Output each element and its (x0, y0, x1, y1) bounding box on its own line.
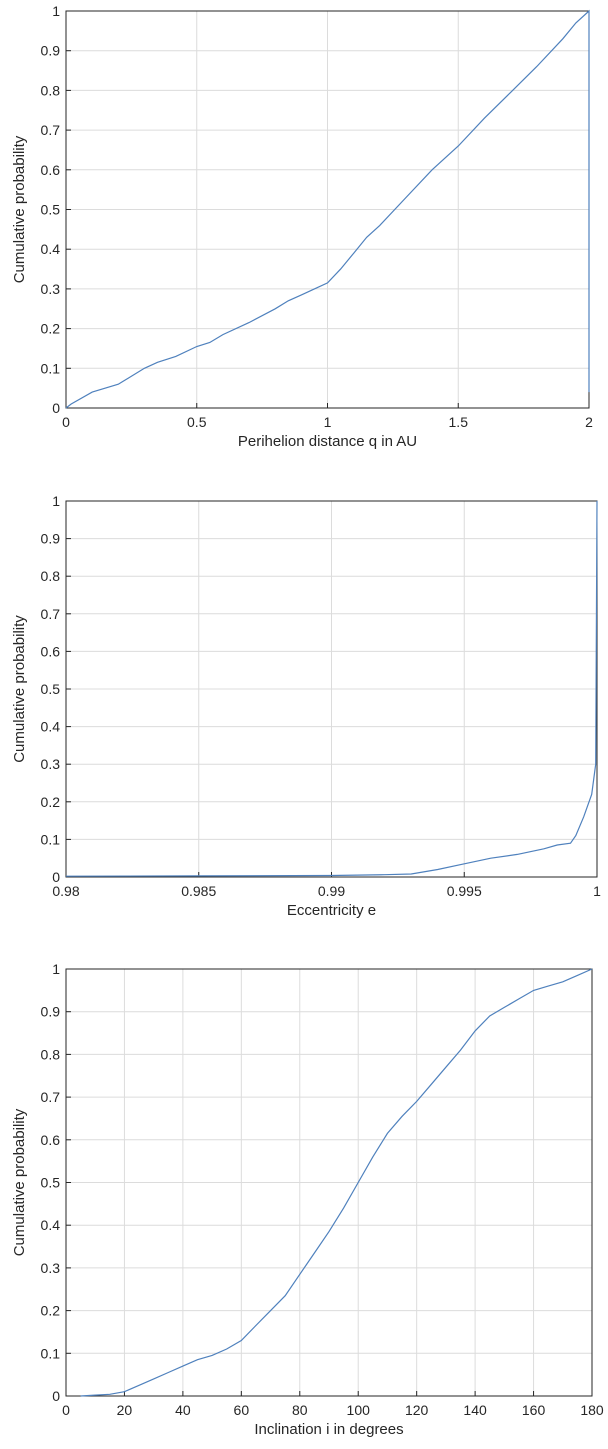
chart-2-ytick-label: 1 (52, 961, 60, 977)
chart-2-xtick-label: 180 (580, 1402, 604, 1418)
chart-2-xtick-label: 80 (292, 1402, 308, 1418)
chart-1-grid (65, 500, 598, 878)
chart-perihelion-distance: Perihelion distance q in AU Cumulative p… (11, 3, 593, 450)
chart-2-xtick-label: 40 (175, 1402, 191, 1418)
chart-2-ytick-label: 0.9 (41, 1004, 61, 1020)
chart-0-ytick-label: 0.4 (41, 241, 61, 257)
chart-0-ytick-label: 1 (52, 3, 60, 19)
chart-1-series-line (65, 500, 598, 877)
chart-0-ytick-label: 0.8 (41, 82, 61, 98)
chart-1-ylabel: Cumulative probability (11, 615, 28, 763)
chart-1-ytick-label: 0.2 (41, 794, 61, 810)
chart-2-xtick-label: 60 (234, 1402, 250, 1418)
chart-2-ytick-label: 0.4 (41, 1217, 61, 1233)
chart-0-ytick-label: 0.7 (41, 122, 61, 138)
chart-eccentricity: Eccentricity e Cumulative probability 0.… (11, 493, 601, 919)
chart-0-xtick-label: 1.5 (449, 414, 469, 430)
chart-2-grid (65, 968, 593, 1397)
chart-2-xlabel: Inclination i in degrees (254, 1421, 403, 1438)
chart-1-ytick-label: 0.7 (41, 606, 61, 622)
chart-0-xtick-label: 2 (585, 414, 593, 430)
chart-inclination: Inclination i in degrees Cumulative prob… (11, 961, 604, 1438)
chart-0-ytick-label: 0.6 (41, 162, 61, 178)
chart-0-ytick-label: 0.3 (41, 281, 61, 297)
chart-2-xtick-label: 0 (62, 1402, 70, 1418)
chart-2-ytick-label: 0 (52, 1388, 60, 1404)
chart-0-ytick-label: 0.9 (41, 43, 61, 59)
chart-0-ytick-label: 0.1 (41, 360, 61, 376)
chart-2-frame (65, 968, 593, 1397)
chart-0-ylabel: Cumulative probability (11, 135, 28, 283)
chart-2-ytick-label: 0.3 (41, 1260, 61, 1276)
chart-2-series-line (80, 968, 593, 1397)
chart-1-frame (65, 500, 598, 878)
chart-1-ytick-label: 0.9 (41, 531, 61, 547)
chart-1-ytick-label: 1 (52, 493, 60, 509)
chart-1-ytick-label: 0.4 (41, 719, 61, 735)
chart-0-ytick-label: 0.2 (41, 321, 61, 337)
chart-1-xtick-label: 0.99 (318, 883, 345, 899)
chart-1-xtick-label: 0.995 (447, 883, 482, 899)
chart-2-xtick-label: 20 (117, 1402, 133, 1418)
chart-1-xtick-label: 0.985 (181, 883, 216, 899)
chart-0-xtick-label: 0.5 (187, 414, 207, 430)
chart-2-xtick-label: 100 (347, 1402, 371, 1418)
chart-0-xlabel: Perihelion distance q in AU (238, 433, 417, 450)
chart-2-xtick-label: 160 (522, 1402, 546, 1418)
chart-1-ytick-label: 0.5 (41, 681, 61, 697)
chart-0-ytick-label: 0.5 (41, 202, 61, 218)
chart-1-xlabel: Eccentricity e (287, 902, 376, 919)
chart-0-grid (65, 10, 590, 409)
chart-2-ytick-label: 0.8 (41, 1046, 61, 1062)
chart-2-xtick-label: 140 (463, 1402, 487, 1418)
chart-1-ytick-label: 0.6 (41, 643, 61, 659)
chart-0-xtick-label: 0 (62, 414, 70, 430)
chart-2-ytick-label: 0.1 (41, 1345, 61, 1361)
chart-1-xtick-label: 0.98 (52, 883, 79, 899)
chart-1-xtick-label: 1 (593, 883, 601, 899)
chart-1-ytick-label: 0.8 (41, 568, 61, 584)
chart-1-ytick-label: 0.1 (41, 831, 61, 847)
chart-2-ytick-label: 0.6 (41, 1132, 61, 1148)
chart-2-xtick-label: 120 (405, 1402, 429, 1418)
chart-2-ytick-label: 0.2 (41, 1303, 61, 1319)
chart-2-ytick-label: 0.5 (41, 1175, 61, 1191)
chart-0-xtick-label: 1 (324, 414, 332, 430)
chart-2-ylabel: Cumulative probability (11, 1108, 28, 1256)
chart-0-ytick-label: 0 (52, 400, 60, 416)
chart-1-ytick-label: 0.3 (41, 756, 61, 772)
chart-2-ytick-label: 0.7 (41, 1089, 61, 1105)
chart-1-ytick-label: 0 (52, 869, 60, 885)
chart-0-series-line (65, 9, 590, 409)
